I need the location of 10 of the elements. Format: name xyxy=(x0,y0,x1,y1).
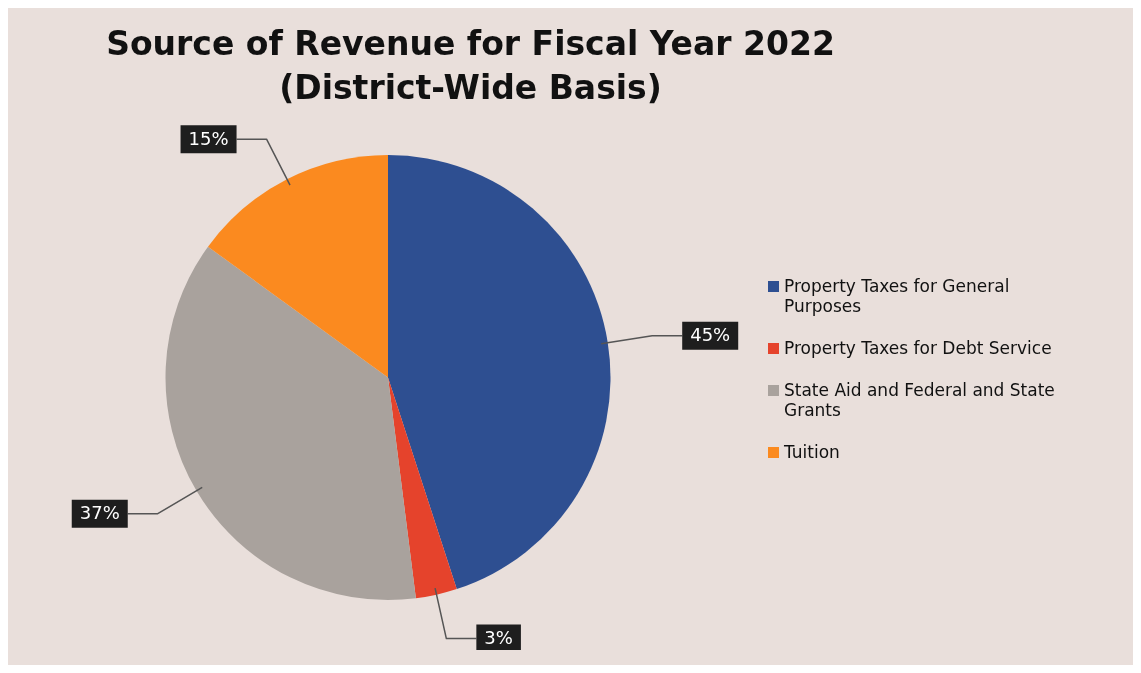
chart-subtitle: (District-Wide Basis) xyxy=(278,67,663,109)
data-label: 3% xyxy=(484,627,513,649)
data-label: 15% xyxy=(188,127,229,149)
data-label: 37% xyxy=(79,502,120,524)
legend-label: Property Taxes for General Purposes xyxy=(784,276,1011,316)
legend-label: Tuition xyxy=(784,442,840,462)
data-label: 45% xyxy=(690,324,731,346)
chart-title: Source of Revenue for Fiscal Year 2022 xyxy=(105,23,836,65)
legend-label: Property Taxes for Debt Service xyxy=(784,338,1052,358)
legend-label: State Aid and Federal and State Grants xyxy=(784,380,1056,420)
